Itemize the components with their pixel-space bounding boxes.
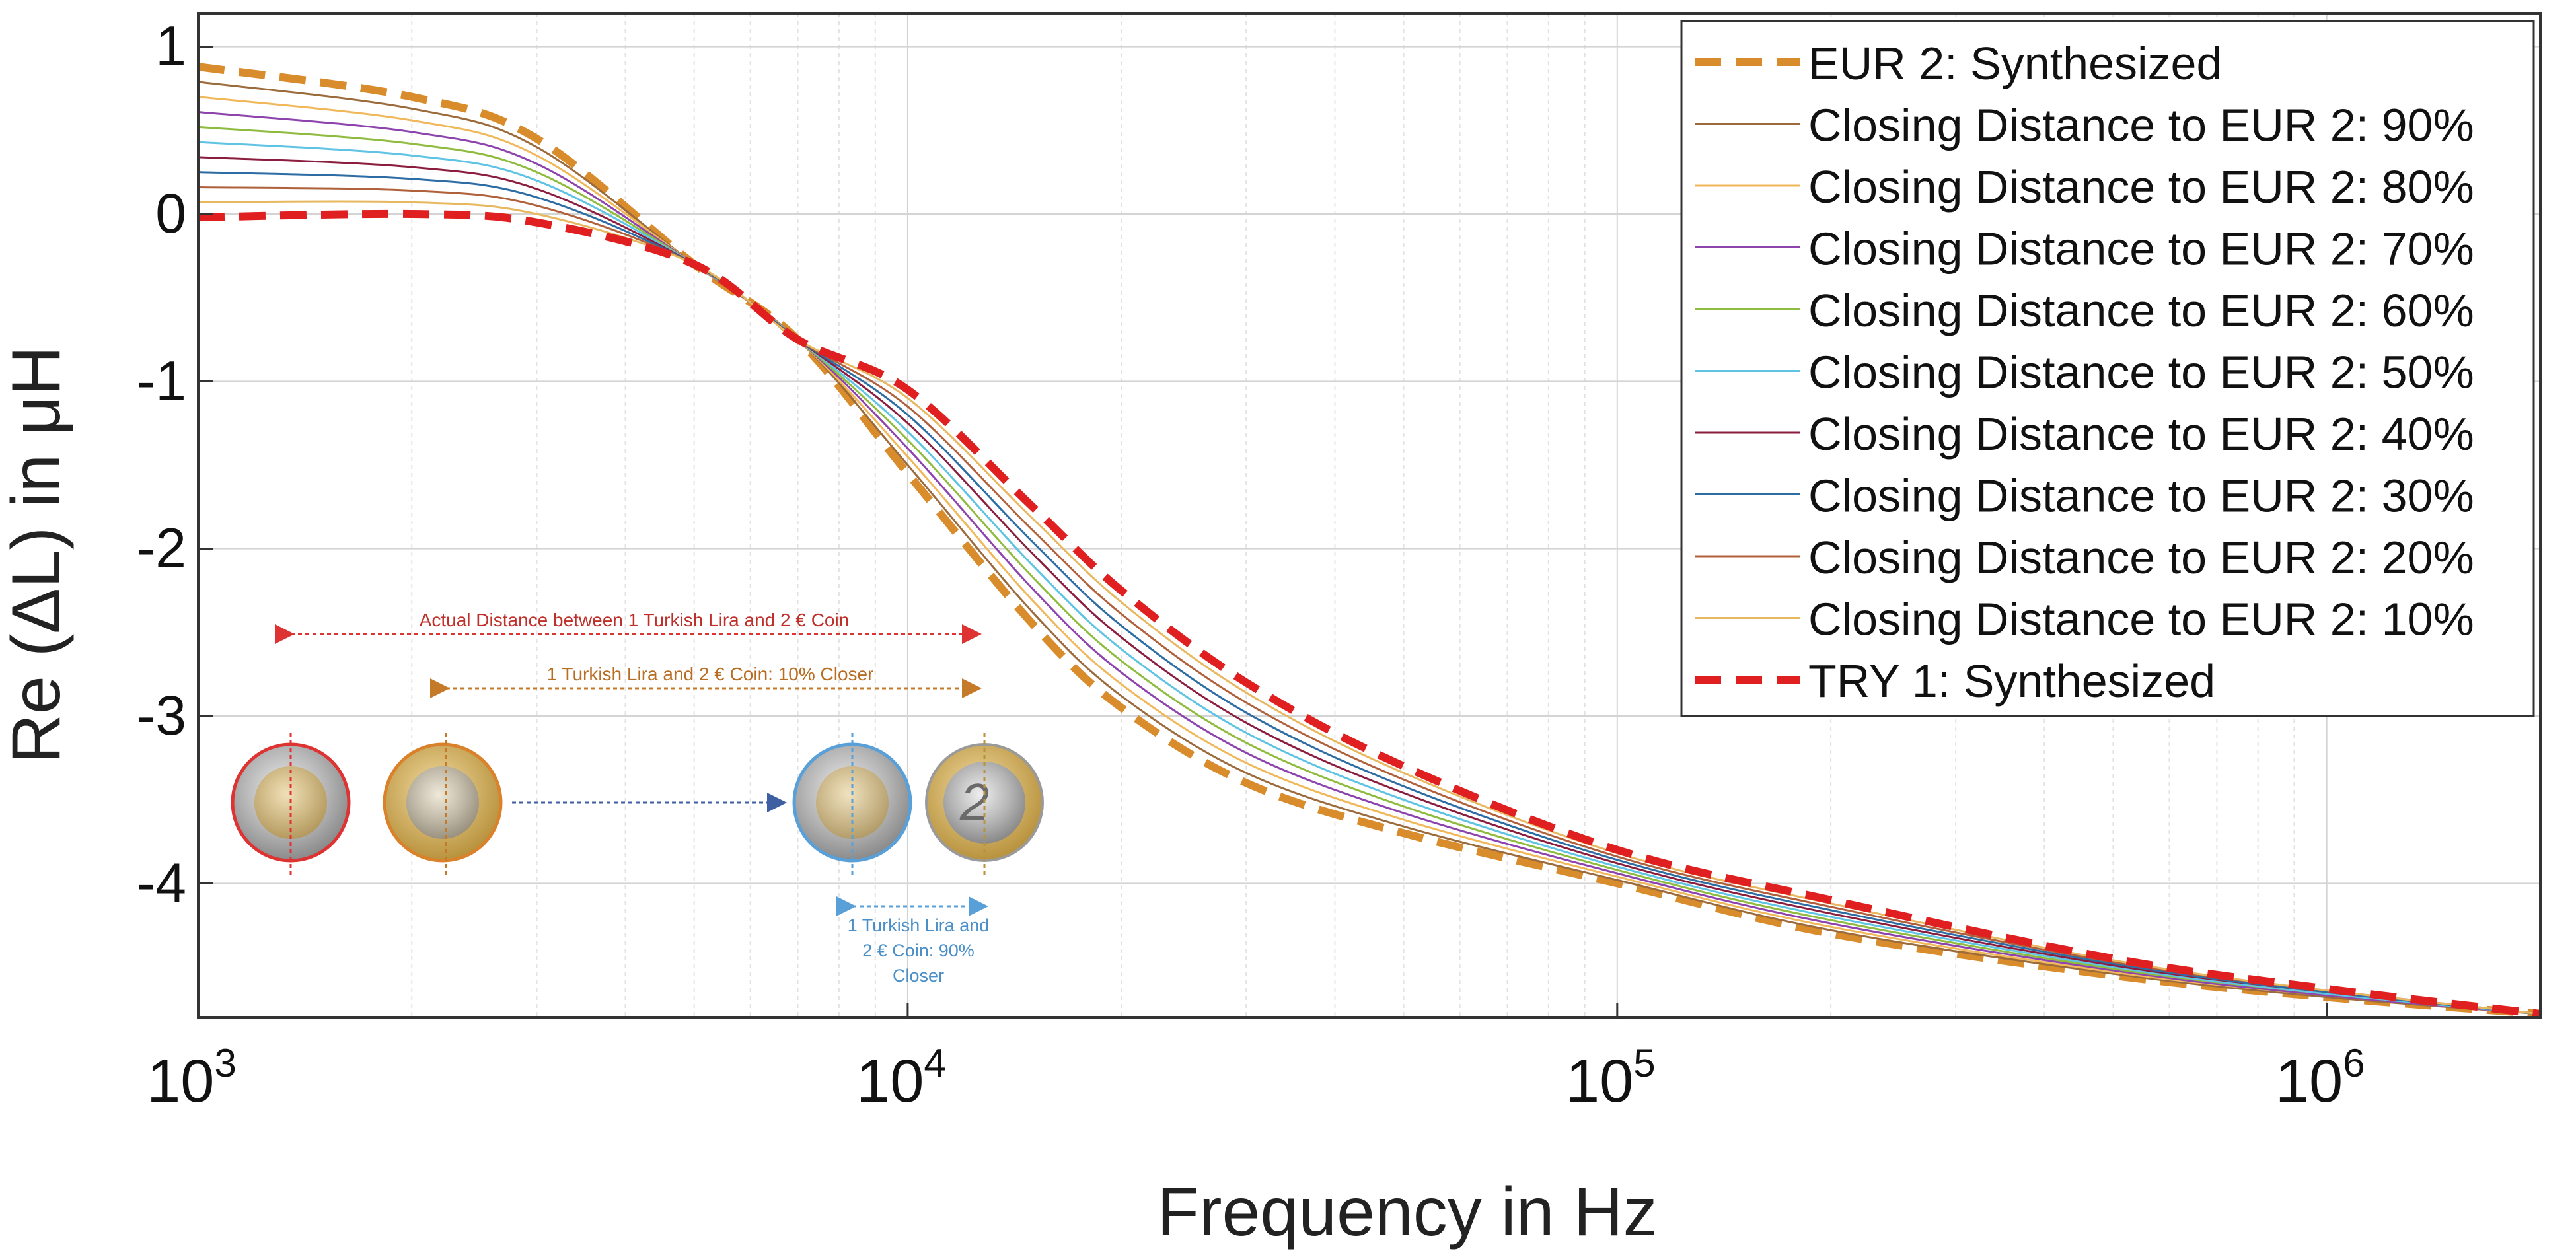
x-tick-label: 106	[2275, 1041, 2365, 1115]
x-tick-label: 105	[1566, 1041, 1656, 1115]
label-90-percent-line2: 2 € Coin: 90%	[862, 941, 975, 960]
x-tick-label: 104	[856, 1041, 946, 1115]
legend-label-4: Closing Distance to EUR 2: 60%	[1808, 285, 2474, 336]
label-actual-distance: Actual Distance between 1 Turkish Lira a…	[420, 610, 850, 630]
series-group	[198, 63, 2541, 1018]
legend-label-8: Closing Distance to EUR 2: 20%	[1808, 532, 2474, 583]
legend-box	[1680, 20, 2535, 717]
series-line-1	[198, 81, 2541, 1015]
series-line-7	[198, 171, 2541, 1015]
y-tick-label: -1	[137, 349, 186, 412]
series-line-4	[198, 126, 2541, 1015]
legend-label-9: Closing Distance to EUR 2: 10%	[1808, 594, 2474, 645]
legend: EUR 2: Synthesized Closing Distance to EU…	[1680, 20, 2535, 717]
x-tick-label: 103	[147, 1041, 237, 1115]
y-axis-title: Re (ΔL) in μH	[0, 346, 75, 764]
series-line-6	[198, 156, 2541, 1015]
plot-frame	[197, 12, 2542, 1019]
legend-label-7: Closing Distance to EUR 2: 30%	[1808, 470, 2474, 522]
legend-label-6: Closing Distance to EUR 2: 40%	[1808, 408, 2474, 460]
x-axis-title: Frequency in Hz	[1157, 1174, 1657, 1250]
y-tick-label: -3	[137, 684, 186, 746]
label-90-percent-line3: Closer	[893, 966, 944, 986]
coin-distance-annotation: Actual Distance between 1 Turkish Lira a…	[231, 610, 1044, 986]
legend-label-10: TRY 1: Synthesized	[1808, 655, 2215, 707]
series-line-5	[198, 141, 2541, 1015]
y-tick-label: 1	[155, 15, 186, 77]
series-line-0	[198, 63, 2541, 1018]
label-90-percent-line1: 1 Turkish Lira and	[848, 916, 990, 935]
coin-try-90-percent	[792, 733, 912, 879]
series-line-3	[198, 110, 2541, 1015]
series-line-2	[198, 96, 2541, 1015]
coin-try-original	[231, 733, 351, 879]
y-tick-label: -4	[137, 851, 186, 914]
ticks: 1 0 -1 -2 -3 -4 103 104 105 106	[137, 15, 2365, 1115]
legend-label-3: Closing Distance to EUR 2: 70%	[1808, 223, 2474, 275]
legend-label-5: Closing Distance to EUR 2: 50%	[1808, 347, 2474, 398]
coin-try-10-percent	[383, 733, 503, 879]
legend-label-0: EUR 2: Synthesized	[1808, 38, 2222, 89]
coin-eur-2: 2	[925, 733, 1044, 879]
legend-label-1: Closing Distance to EUR 2: 90%	[1808, 100, 2474, 151]
legend-label-2: Closing Distance to EUR 2: 80%	[1808, 161, 2474, 213]
series-line-10	[198, 209, 2541, 1018]
label-10-percent: 1 Turkish Lira and 2 € Coin: 10% Closer	[547, 664, 874, 684]
y-tick-label: -2	[137, 517, 186, 579]
y-tick-label: 0	[155, 182, 186, 244]
